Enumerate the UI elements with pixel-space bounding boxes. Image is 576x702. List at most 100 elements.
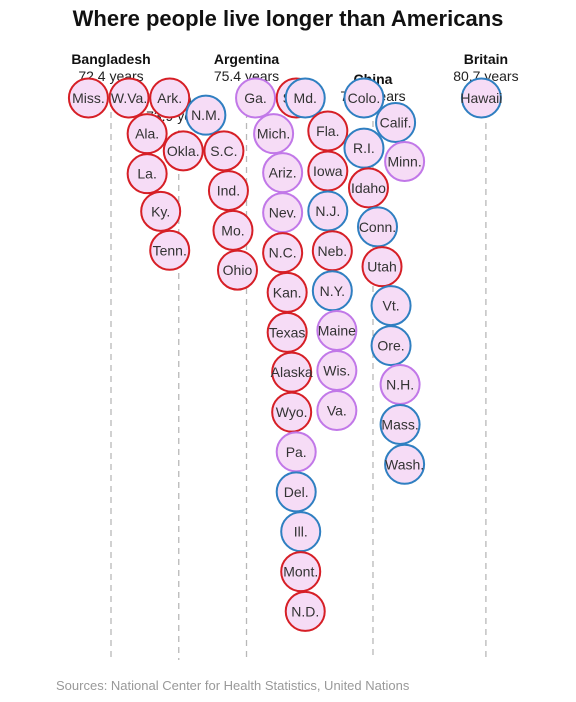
state-dot: Okla. (162, 130, 204, 172)
state-dot-label: Mo. (221, 222, 244, 238)
state-dot-circle (140, 190, 182, 232)
state-dot-circle (316, 390, 358, 432)
state-dot: Ga. (235, 77, 277, 119)
state-dot: Wyo. (271, 391, 313, 433)
state-dot-circle (343, 77, 385, 119)
state-dot-label: Mich. (257, 126, 290, 142)
state-dot-label: Ark. (157, 90, 182, 106)
state-dot: Mont. (280, 551, 322, 593)
state-dot-label: Ga. (244, 90, 267, 106)
state-dot-label: Okla. (167, 143, 200, 159)
state-dot: Mass. (379, 404, 421, 446)
state-dot: S.C. (203, 130, 245, 172)
state-dot: Colo. (343, 77, 385, 119)
state-dot: Utah (361, 246, 403, 288)
state-dot: Minn. (384, 140, 426, 182)
state-dot-label: Ind. (217, 183, 240, 199)
state-dot: Vt. (370, 285, 412, 327)
state-dot-label: Minn. (387, 153, 421, 169)
state-dot: N.M. (185, 94, 227, 136)
state-dot: Fla. (307, 110, 349, 152)
state-dot-label: Iowa (313, 163, 343, 179)
state-dot: Maine (316, 310, 358, 352)
state-dot: N.Y. (311, 270, 353, 312)
state-dot-circle (361, 246, 403, 288)
state-dot-circle (343, 127, 385, 169)
state-dot-label: S.C. (210, 143, 237, 159)
state-dot: Md. (284, 77, 326, 119)
state-dot: Kan. (266, 271, 308, 313)
state-dot-circle (271, 391, 313, 433)
state-dot: Ill. (280, 511, 322, 553)
state-dot: Ore. (370, 325, 412, 367)
state-dot-label: Kan. (273, 284, 302, 300)
state-dot: Del. (275, 471, 317, 513)
benchmark-name: Bangladesh (71, 51, 150, 67)
state-dot-label: N.H. (386, 377, 414, 393)
state-dot-label: Wash. (385, 456, 424, 472)
state-dot-circle (162, 130, 204, 172)
state-dot-label: Utah (367, 259, 397, 275)
state-dot-circle (370, 325, 412, 367)
state-dot: Alaska (271, 351, 313, 393)
state-dot: Hawaii (460, 77, 502, 119)
state-dot-label: Del. (284, 484, 309, 500)
state-dot-circle (203, 130, 245, 172)
state-dot-label: Miss. (72, 90, 105, 106)
state-dot: Mich. (253, 113, 295, 155)
state-dot-circle (357, 206, 399, 248)
state-dot: Idaho (347, 167, 389, 209)
state-dot-label: Conn. (359, 219, 396, 235)
state-dot-label: N.D. (291, 603, 319, 619)
state-dot-circle (185, 94, 227, 136)
state-dot-circle (216, 249, 258, 291)
state-dot: Texas (266, 311, 308, 353)
state-dot-label: Hawaii (460, 90, 502, 106)
state-dot: Pa. (275, 431, 317, 473)
state-dot-label: Ala. (135, 126, 159, 142)
state-dot-circle (207, 170, 249, 212)
state-dot: Tenn. (149, 229, 191, 271)
state-dot-circle (284, 77, 326, 119)
state-dot: R.I. (343, 127, 385, 169)
state-dot-label: Ohio (223, 262, 253, 278)
state-dot-label: Tenn. (153, 242, 187, 258)
benchmark-name: Britain (464, 51, 508, 67)
state-dot: Conn. (357, 206, 399, 248)
state-dot-circle (126, 153, 168, 195)
state-dot-label: Maine (318, 323, 356, 339)
state-dot: Mo. (212, 209, 254, 251)
state-dot-circle (384, 140, 426, 182)
state-dot-label: Ariz. (269, 165, 297, 181)
state-dot-label: Ky. (151, 203, 170, 219)
state-dot: Ky. (140, 190, 182, 232)
state-dot-circle (235, 77, 277, 119)
state-dot-label: Fla. (316, 123, 339, 139)
state-dot-circle (149, 77, 191, 119)
state-dot-circle (108, 77, 150, 119)
state-dot-label: Ore. (377, 338, 404, 354)
state-dot-circle (262, 232, 304, 274)
state-dot-label: R.I. (353, 140, 375, 156)
state-dot-circle (266, 311, 308, 353)
state-dot-circle (275, 471, 317, 513)
state-dot-circle (212, 209, 254, 251)
state-dot-circle (347, 167, 389, 209)
state-dot: Ariz. (262, 152, 304, 194)
state-dot: Ind. (207, 170, 249, 212)
state-dot-label: La. (137, 166, 156, 182)
state-dot-label: Wyo. (276, 404, 308, 420)
state-dot-circle (375, 101, 417, 143)
state-dot: Neb. (311, 230, 353, 272)
state-dot: Ark. (149, 77, 191, 119)
state-dot: N.C. (262, 232, 304, 274)
state-dot-label: Vt. (382, 298, 399, 314)
state-dot-circle (67, 77, 109, 119)
state-dot-label: Pa. (286, 444, 307, 460)
state-dot: N.H. (379, 364, 421, 406)
state-dot: Va. (316, 390, 358, 432)
state-dot-label: Wis. (323, 363, 350, 379)
state-dot: La. (126, 153, 168, 195)
state-dot-label: N.J. (315, 203, 340, 219)
